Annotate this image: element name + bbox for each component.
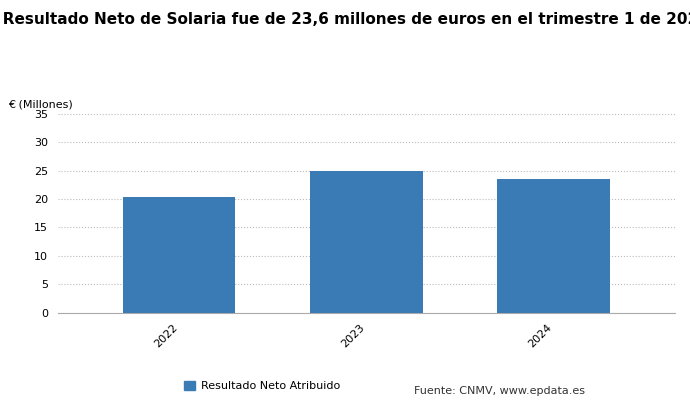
Bar — [497, 179, 609, 313]
Text: El Resultado Neto de Solaria fue de 23,6 millones de euros en el trimestre 1 de : El Resultado Neto de Solaria fue de 23,6… — [0, 12, 690, 27]
Bar — [124, 197, 235, 313]
Legend: Resultado Neto Atribuido: Resultado Neto Atribuido — [184, 381, 340, 391]
Bar — [310, 171, 422, 313]
Text: € (Millones): € (Millones) — [8, 100, 73, 110]
Text: Fuente: CNMV, www.epdata.es: Fuente: CNMV, www.epdata.es — [414, 386, 585, 396]
